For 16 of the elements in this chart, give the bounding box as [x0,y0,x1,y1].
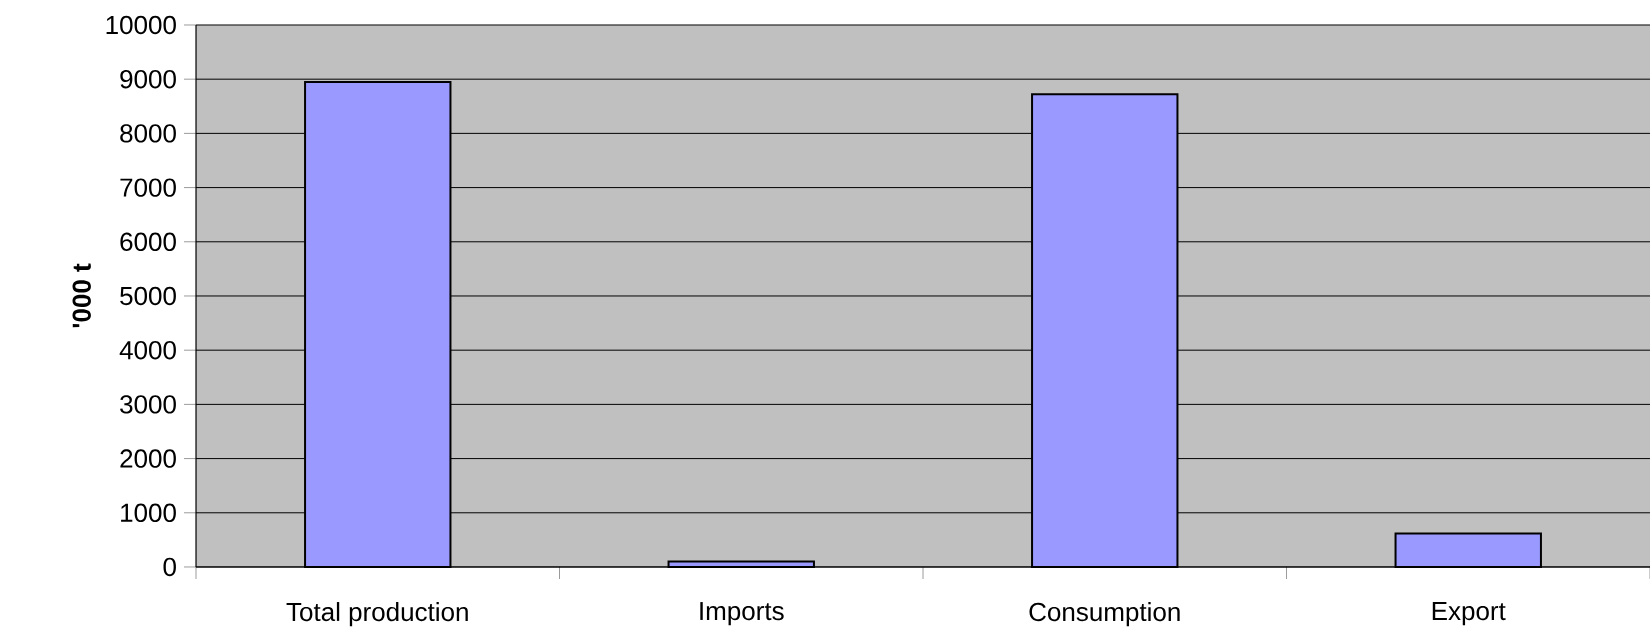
y-tick-label: 2000 [120,449,176,468]
x-tick-label: Export [1432,602,1506,626]
y-tick-label: 10000 [106,15,176,35]
x-tick-label: Imports [700,602,784,626]
y-tick-label: 8000 [120,124,176,143]
y-axis-title: '000 t [72,263,91,328]
y-tick-label: 1000 [121,503,176,522]
y-tick-label: 6000 [120,232,176,251]
y-tick-label: 9000 [120,69,176,89]
y-tick-label: 0 [163,557,176,577]
x-tick-label: Consumption [1029,602,1180,627]
y-tick-label: 7000 [120,178,176,197]
y-tick-label: 4000 [119,340,176,360]
y-tick-label: 3000 [120,395,176,414]
y-tick-label: 5000 [120,286,176,306]
x-tick-label: Total production [286,602,468,627]
